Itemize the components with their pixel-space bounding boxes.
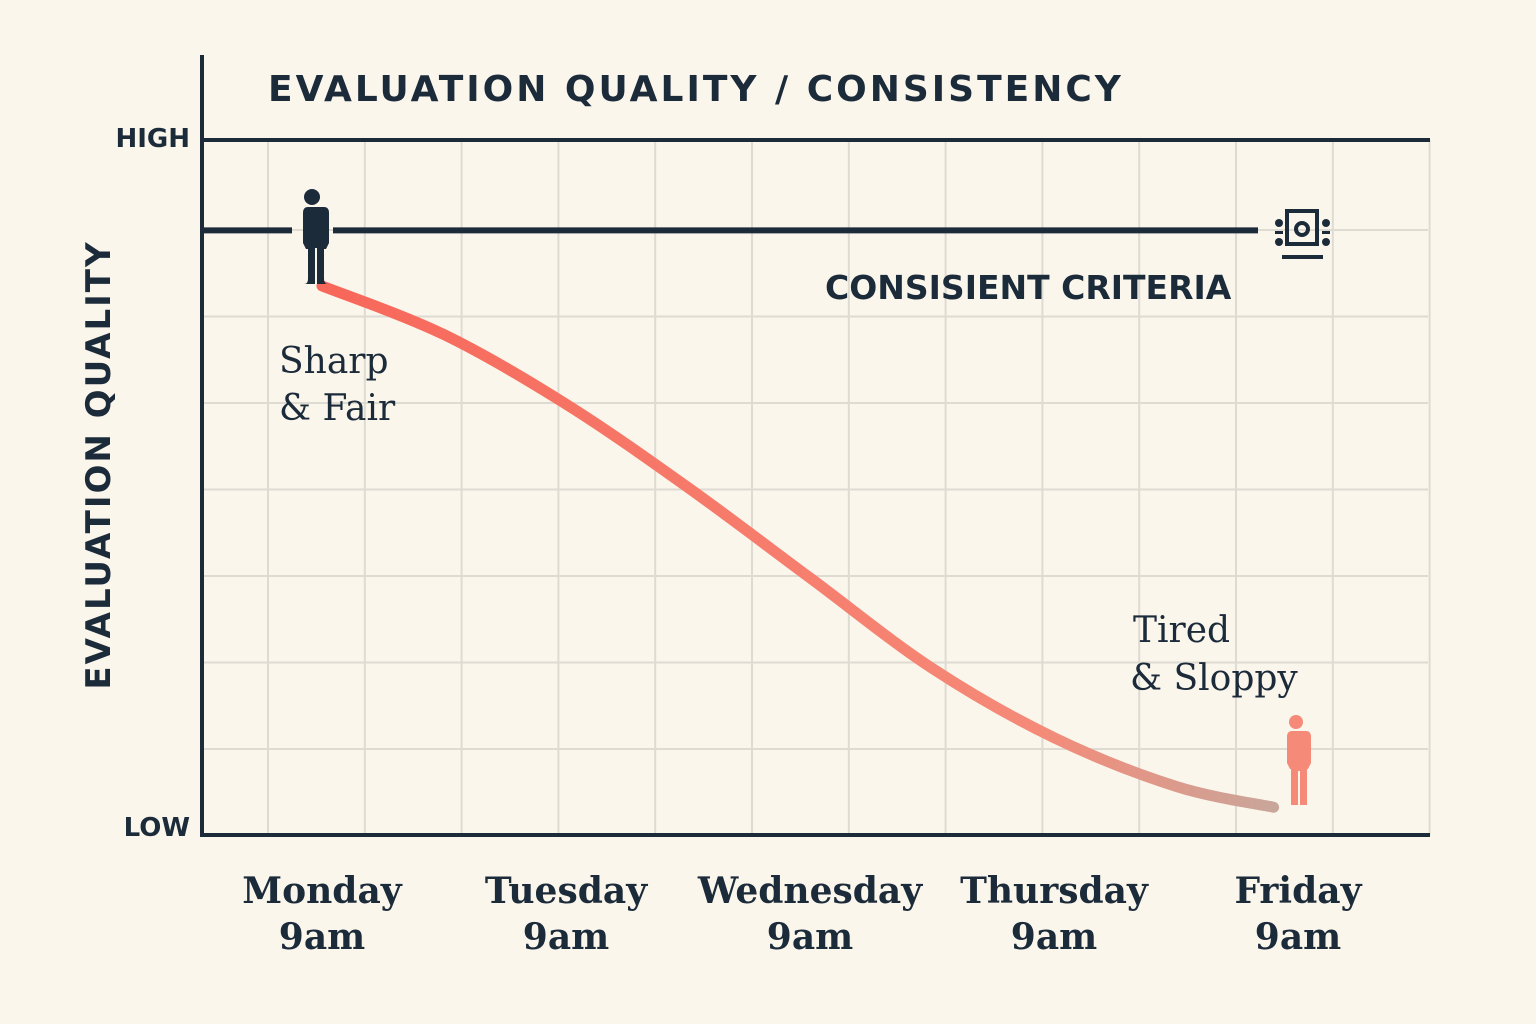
grid	[202, 140, 1431, 835]
person-tired-icon	[1286, 715, 1311, 805]
reference-line-label: CONSISIENT CRITERIA	[825, 268, 1232, 307]
x-tick-label: Monday 9am	[242, 870, 403, 958]
annotation-tired-sloppy: Tired & Sloppy	[1130, 610, 1298, 699]
y-tick-low: LOW	[124, 813, 190, 843]
annotation-sharp-fair: Sharp & Fair	[279, 341, 400, 429]
y-axis-label: EVALUATION QUALITY	[79, 240, 119, 689]
x-tick-label: Tuesday 9am	[485, 870, 648, 958]
y-tick-high: HIGH	[115, 124, 190, 154]
x-tick-label: Thursday 9am	[960, 870, 1149, 958]
x-tick-label: Friday 9am	[1235, 870, 1363, 958]
machine-icon	[1275, 209, 1330, 259]
person-dark-icon	[300, 189, 329, 284]
chart-title: EVALUATION QUALITY / CONSISTENCY	[268, 69, 1124, 110]
quality-curve	[316, 280, 1280, 813]
x-tick-labels: Monday 9am Tuesday 9am Wednesday 9am Thursday 9…	[242, 870, 1362, 958]
x-tick-label: Wednesday 9am	[697, 870, 923, 958]
